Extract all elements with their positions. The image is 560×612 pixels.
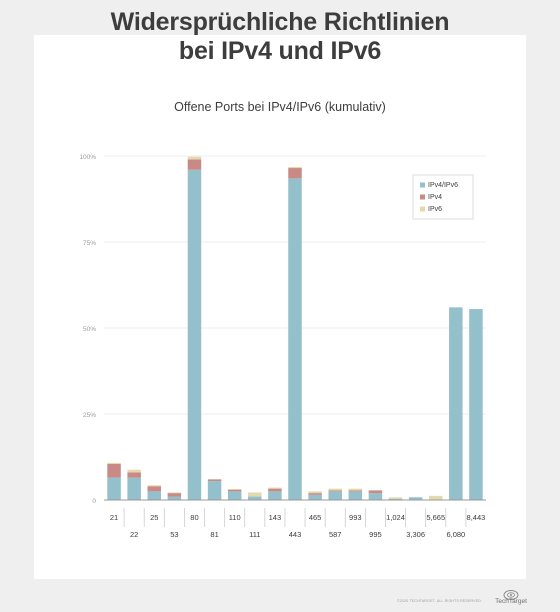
chart-title: Widersprüchliche Richtlinien bei IPv4 un…	[0, 8, 560, 66]
bar-segment	[469, 309, 483, 500]
legend-swatch	[420, 206, 425, 212]
bar-segment	[328, 488, 342, 491]
techtarget-logo: TechTarget	[494, 588, 528, 608]
bar-segment	[187, 169, 202, 500]
legend-label: IPv4	[428, 194, 442, 201]
bar-segment	[227, 491, 242, 500]
bar-segment	[368, 490, 383, 494]
y-tick-label: 100%	[79, 154, 96, 161]
bar-segment	[268, 491, 282, 500]
bar-segment	[127, 469, 141, 473]
bar-segment	[408, 497, 423, 500]
bar-segment	[147, 485, 162, 487]
x-tick-label: 1,024	[386, 513, 405, 522]
x-tick-label: 53	[170, 530, 178, 539]
x-tick-label: 143	[269, 513, 282, 522]
legend-swatch	[420, 194, 425, 200]
bar-segment	[147, 486, 162, 492]
y-tick-label: 0	[92, 498, 96, 505]
x-tick-label: 22	[130, 530, 138, 539]
bar-segment	[187, 156, 202, 160]
x-tick-label: 80	[190, 513, 198, 522]
y-tick-label: 75%	[83, 240, 96, 247]
chart-subtitle: Offene Ports bei IPv4/IPv6 (kumulativ)	[174, 100, 386, 114]
bar-segment	[127, 472, 141, 478]
bar-segment	[227, 488, 242, 490]
copyright-note: ©2020 TECHTARGET. ALL RIGHTS RESERVED.	[397, 599, 483, 603]
x-tick-label: 81	[210, 530, 218, 539]
bar-segment	[207, 481, 222, 500]
bar-segment	[368, 493, 383, 500]
bar-segment	[147, 491, 162, 500]
bar-segment	[348, 491, 363, 500]
bar-segment	[167, 492, 182, 494]
bar-segment	[167, 493, 182, 497]
title-line-2: bei IPv4 und IPv6	[178, 37, 382, 65]
bar-segment	[127, 477, 141, 500]
bar-segment	[348, 490, 363, 492]
x-tick-label: 111	[249, 530, 260, 539]
x-tick-label: 21	[110, 513, 118, 522]
bar-segment	[227, 489, 242, 492]
legend-label: IPv6	[428, 206, 442, 213]
y-tick-label: 50%	[83, 326, 96, 333]
bar-segment	[248, 496, 262, 500]
x-tick-label: 110	[229, 513, 241, 522]
x-tick-label: 995	[369, 530, 382, 539]
bar-segment	[328, 490, 342, 492]
x-tick-label: 443	[289, 530, 302, 539]
x-tick-label: 8,443	[467, 513, 486, 522]
bar-segment	[348, 488, 363, 491]
techtarget-logo-icon	[503, 590, 519, 600]
bar-segment	[248, 492, 262, 497]
bar-segment	[308, 494, 322, 500]
x-tick-label: 993	[349, 513, 362, 522]
bar-segment	[167, 496, 182, 500]
legend-swatch	[420, 182, 425, 188]
y-tick-label: 25%	[83, 412, 96, 419]
bar-segment	[388, 497, 403, 499]
bar-segment	[107, 477, 121, 500]
bar-segment	[107, 463, 121, 478]
bar-segment	[308, 491, 322, 494]
legend-label: IPv4/IPv6	[428, 182, 458, 189]
title-line-1: Widersprüchliche Richtlinien	[110, 8, 450, 36]
x-tick-label: 3,306	[406, 530, 425, 539]
bar-segment	[207, 479, 222, 482]
bar-segment	[107, 462, 121, 464]
brand-name: TechTarget	[495, 598, 527, 605]
bar-segment	[268, 487, 282, 489]
bar-segment	[449, 307, 463, 500]
bar-segment	[388, 498, 403, 500]
bar-segment	[288, 168, 302, 179]
x-tick-label: 25	[150, 513, 158, 522]
x-tick-label: 6,080	[446, 530, 465, 539]
bar-segment	[268, 488, 282, 492]
bar-segment	[288, 167, 302, 169]
bar-segment	[288, 178, 302, 501]
x-tick-label: 587	[329, 530, 342, 539]
x-tick-label: 5,665	[426, 513, 445, 522]
bar-segment	[187, 159, 202, 170]
bar-segment	[308, 493, 322, 495]
bar-segment	[428, 495, 443, 500]
bar-segment	[328, 491, 342, 500]
x-tick-label: 465	[309, 513, 322, 522]
